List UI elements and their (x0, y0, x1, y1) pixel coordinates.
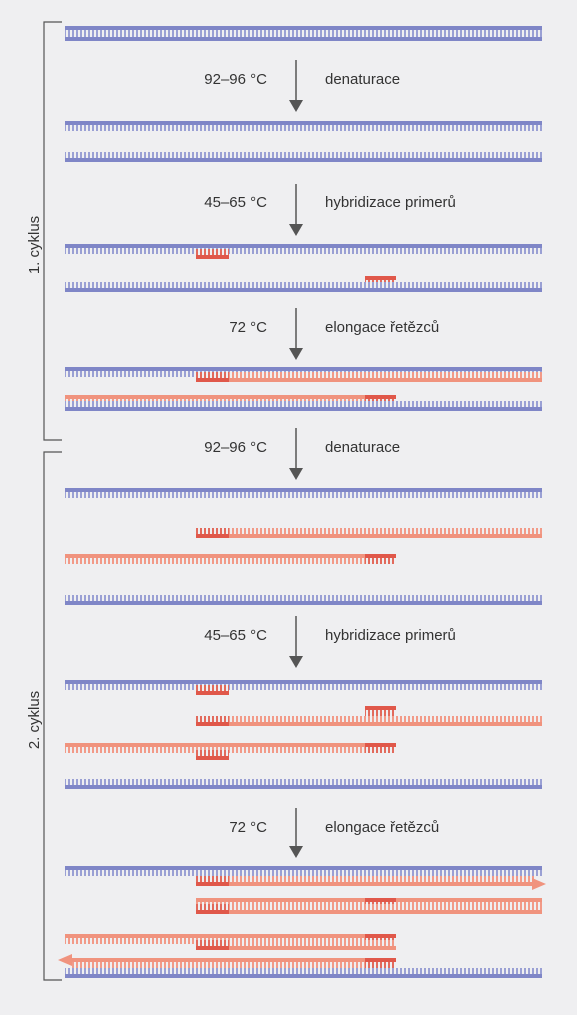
strand-c2-e6-primer (196, 940, 229, 950)
strand-c2-4 (65, 595, 542, 605)
strand-c2-1 (65, 488, 542, 498)
step-name: denaturace (325, 71, 400, 88)
primer-forward-1 (196, 249, 229, 259)
new-strand-forward-1 (196, 372, 542, 382)
step-2: 45–65 °C hybridizace primerů (204, 194, 456, 211)
strand-c2-e2 (196, 876, 535, 886)
strand-c2-e7-primer (365, 958, 396, 968)
step-arrows (289, 60, 303, 858)
step-temperature: 92–96 °C (204, 71, 267, 88)
strand-c2-2 (196, 528, 542, 538)
strand-c2-h3-primer (365, 743, 396, 753)
primer-c2-h3 (196, 750, 229, 760)
step-name: hybridizace primerů (325, 627, 456, 644)
template-strand-top-1 (65, 121, 542, 131)
template-strand-bottom-3 (65, 401, 542, 411)
template-strand-bottom-1 (65, 152, 542, 162)
strand-c2-e1 (65, 866, 542, 876)
arrow-step-4 (289, 428, 303, 480)
arrow-step-6 (289, 808, 303, 858)
step-temperature: 45–65 °C (204, 194, 267, 211)
step-4: 92–96 °C denaturace (204, 439, 400, 456)
step-temperature: 72 °C (229, 319, 267, 336)
step-5: 45–65 °C hybridizace primerů (204, 627, 456, 644)
template-strand-top-2 (65, 244, 542, 254)
strand-c2-e6 (196, 940, 396, 950)
strand-c2-e4 (196, 904, 542, 914)
dna-strands (58, 26, 546, 978)
strand-c2-2-primer (196, 528, 229, 538)
step-name: elongace řetězců (325, 319, 439, 336)
primer-c2-h2 (365, 706, 396, 716)
extension-arrow-left (58, 954, 72, 966)
strand-c2-e8 (65, 968, 542, 978)
arrow-step-5 (289, 616, 303, 668)
strand-c2-3-primer (365, 554, 396, 564)
cycle-2-bracket (43, 451, 62, 981)
step-6: 72 °C elongace řetězců (229, 819, 439, 836)
strand-c2-e2-primer (196, 876, 229, 886)
strand-c2-3 (65, 554, 396, 564)
step-name: elongace řetězců (325, 819, 439, 836)
template-duplex-bottom (65, 31, 542, 41)
step-temperature: 72 °C (229, 819, 267, 836)
strand-c2-h2-primer (196, 716, 229, 726)
strand-c2-h3 (65, 743, 396, 753)
step-temperature: 92–96 °C (204, 439, 267, 456)
primer-c2-h1 (196, 685, 229, 695)
step-name: denaturace (325, 439, 400, 456)
extension-arrow-right (532, 878, 546, 890)
strand-c2-e4-primer (196, 904, 229, 914)
template-strand-bottom-2 (65, 282, 542, 292)
strand-c2-e7 (70, 958, 396, 968)
strand-c2-h4 (65, 779, 542, 789)
arrow-step-1 (289, 60, 303, 112)
step-name: hybridizace primerů (325, 194, 456, 211)
arrow-step-2 (289, 184, 303, 236)
step-3: 72 °C elongace řetězců (229, 319, 439, 336)
strand-c2-h2 (196, 716, 542, 726)
strand-c2-h1 (65, 680, 542, 690)
primer-forward-1b (196, 372, 229, 382)
arrow-step-3 (289, 308, 303, 360)
cycle-1-bracket (43, 21, 62, 441)
step-temperature: 45–65 °C (204, 627, 267, 644)
cycle-1-label: 1. cyklus (26, 216, 43, 274)
step-1: 92–96 °C denaturace (204, 71, 400, 88)
cycle-2-label: 2. cyklus (26, 691, 43, 749)
